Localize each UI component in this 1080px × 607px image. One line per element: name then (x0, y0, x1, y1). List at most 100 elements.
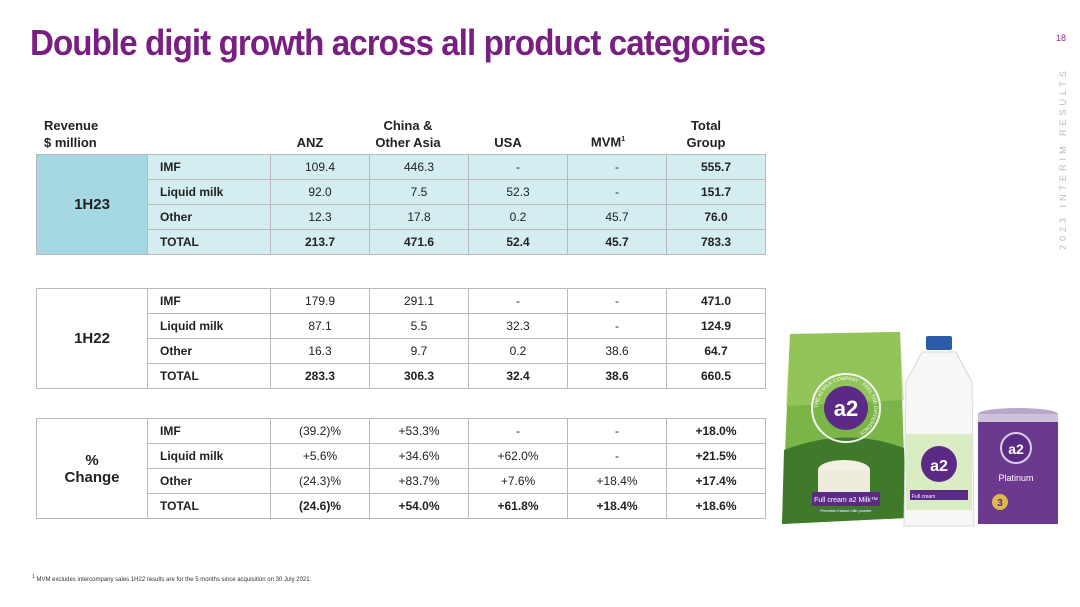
anz-cell: (24.3)% (270, 468, 370, 494)
product-image: a2 THE a2 MILK COMPANY · FEEL THE DIFFER… (776, 330, 1066, 535)
bag-label-tm: ™ (871, 497, 878, 504)
bag-logo: a2 (834, 396, 858, 421)
page-title: Double digit growth across all product c… (30, 22, 766, 63)
category-cell: TOTAL (147, 229, 271, 255)
category-cell: Other (147, 338, 271, 364)
period-label-line2: Change (64, 468, 120, 486)
china-cell: 17.8 (369, 204, 469, 230)
header-total-line1: Total (690, 118, 722, 133)
tin-logo: a2 (1008, 441, 1024, 457)
mvm-cell: - (567, 288, 667, 314)
total-cell: 64.7 (666, 338, 766, 364)
page-number: 18 (1055, 33, 1066, 43)
usa-cell: 32.3 (468, 313, 568, 339)
category-cell: Liquid milk (147, 313, 271, 339)
bag-label: Full cream a2 Milk™ (814, 497, 878, 504)
table-1h23: 1H23 IMF 109.4 446.3 - - 555.7 Liquid mi… (36, 154, 766, 255)
anz-cell: +5.6% (270, 443, 370, 469)
category-cell: TOTAL (147, 493, 271, 519)
header-china-line1: China & (383, 118, 433, 133)
side-label: 2023 INTERIM RESULTS (1058, 67, 1068, 250)
header-anz: ANZ (296, 135, 324, 150)
total-cell: 660.5 (666, 363, 766, 389)
anz-cell: 12.3 (270, 204, 370, 230)
usa-cell: 0.2 (468, 338, 568, 364)
total-cell: +17.4% (666, 468, 766, 494)
period-label: 1H23 (36, 154, 148, 255)
mvm-cell: - (567, 179, 667, 205)
bag-label-text: Full cream a2 Milk (814, 497, 871, 504)
milk-bottle: a2 Full cream (903, 336, 975, 527)
header-total-line2: Group (686, 135, 726, 150)
category-cell: IMF (147, 154, 271, 180)
tin-label: Platinum (998, 473, 1033, 483)
total-cell: 151.7 (666, 179, 766, 205)
powder-bag: a2 THE a2 MILK COMPANY · FEEL THE DIFFER… (782, 332, 906, 524)
usa-cell: 52.3 (468, 179, 568, 205)
bottle-label: Full cream (912, 494, 935, 500)
usa-cell: 32.4 (468, 363, 568, 389)
china-cell: +53.3% (369, 418, 469, 444)
total-cell: 124.9 (666, 313, 766, 339)
mvm-cell: 38.6 (567, 338, 667, 364)
anz-cell: 87.1 (270, 313, 370, 339)
total-cell: 76.0 (666, 204, 766, 230)
table-row-total: TOTAL 283.3 306.3 32.4 38.6 660.5 (37, 363, 766, 389)
usa-cell: +7.6% (468, 468, 568, 494)
table-1h22: 1H22 IMF 179.9 291.1 - - 471.0 Liquid mi… (36, 288, 766, 389)
footnote-mark: 1 (32, 574, 35, 580)
anz-cell: (24.6)% (270, 493, 370, 519)
header-revenue-line2: $ million (44, 135, 97, 150)
anz-cell: 109.4 (270, 154, 370, 180)
header-mvm-label: MVM (590, 134, 622, 150)
usa-cell: - (468, 154, 568, 180)
table-row: Liquid milk 92.0 7.5 52.3 - 151.7 (37, 179, 766, 205)
total-cell: +21.5% (666, 443, 766, 469)
footnote-text: MVM excludes intercompany sales 1H22 res… (36, 577, 312, 583)
header-total: Total Group (656, 117, 756, 151)
footnote: 1 MVM excludes intercompany sales 1H22 r… (32, 574, 311, 583)
usa-cell: - (468, 288, 568, 314)
mvm-cell: 45.7 (567, 204, 667, 230)
usa-cell: - (468, 418, 568, 444)
total-cell: +18.0% (666, 418, 766, 444)
header-china: China & Other Asia (358, 117, 458, 151)
formula-tin: a2 Platinum 3 (978, 408, 1058, 524)
china-cell: 446.3 (369, 154, 469, 180)
anz-cell: 92.0 (270, 179, 370, 205)
header-revenue-line1: Revenue (44, 118, 99, 133)
tin-stage: 3 (997, 498, 1003, 509)
mvm-cell: +18.4% (567, 468, 667, 494)
category-cell: Liquid milk (147, 179, 271, 205)
period-label: % Change (36, 418, 148, 519)
usa-cell: 0.2 (468, 204, 568, 230)
china-cell: 291.1 (369, 288, 469, 314)
header-usa: USA (494, 135, 522, 150)
mvm-cell: +18.4% (567, 493, 667, 519)
total-cell: 471.0 (666, 288, 766, 314)
table-row: 1H22 IMF 179.9 291.1 - - 471.0 (36, 288, 766, 389)
anz-cell: 283.3 (270, 363, 370, 389)
china-cell: +83.7% (369, 468, 469, 494)
table-row: Liquid milk +5.6% +34.6% +62.0% - +21.5% (37, 443, 766, 469)
total-cell: +18.6% (666, 493, 766, 519)
china-cell: +34.6% (369, 443, 469, 469)
anz-cell: (39.2)% (270, 418, 370, 444)
mvm-cell: - (567, 443, 667, 469)
mvm-cell: 38.6 (567, 363, 667, 389)
bottle-logo: a2 (930, 458, 948, 475)
mvm-cell: 45.7 (567, 229, 667, 255)
header-mvm-footnote-mark: 1 (621, 136, 626, 143)
table-change: % Change IMF (39.2)% +53.3% - - +18.0% L… (36, 418, 766, 519)
table-row: Liquid milk 87.1 5.5 32.3 - 124.9 (37, 313, 766, 339)
mvm-cell: - (567, 313, 667, 339)
china-cell: 9.7 (369, 338, 469, 364)
header-revenue: Revenue $ million (44, 117, 98, 151)
anz-cell: 179.9 (270, 288, 370, 314)
china-cell: 7.5 (369, 179, 469, 205)
table-row: % Change IMF (39.2)% +53.3% - - +18.0% (36, 418, 766, 519)
category-cell: IMF (147, 288, 271, 314)
mvm-cell: - (567, 154, 667, 180)
category-cell: IMF (147, 418, 271, 444)
header-mvm: MVM1 (558, 131, 658, 150)
